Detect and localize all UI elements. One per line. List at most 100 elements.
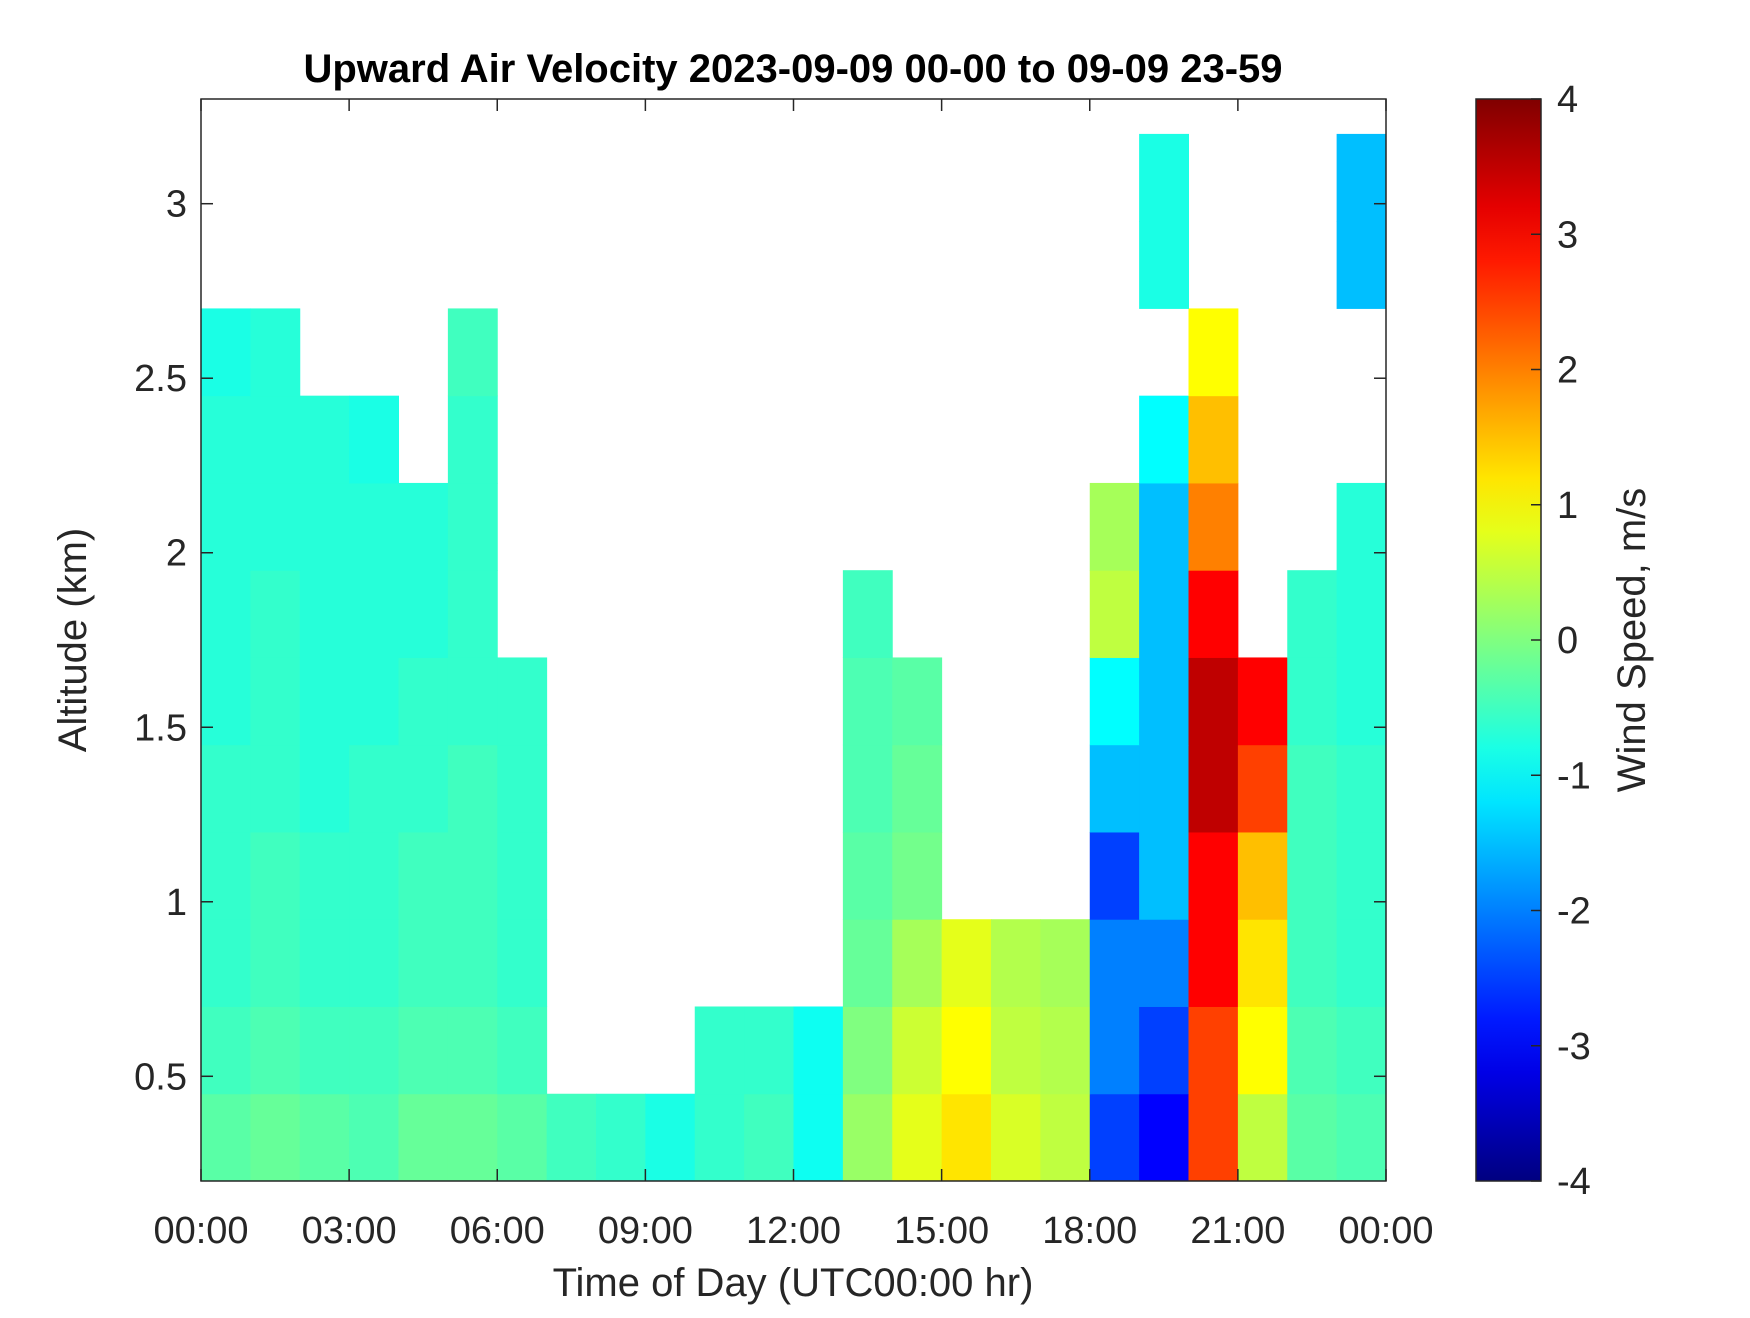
heat-cell xyxy=(1237,744,1288,833)
heat-cell xyxy=(299,744,350,833)
heat-cell xyxy=(744,1093,794,1182)
heat-cell xyxy=(941,1093,992,1182)
heat-cell xyxy=(1237,1093,1288,1182)
heat-cell xyxy=(892,657,943,746)
heat-cell xyxy=(250,482,301,571)
heat-cell xyxy=(250,744,301,833)
heat-cell xyxy=(1139,221,1189,309)
colorbar-tick-label: -1 xyxy=(1557,755,1591,797)
heat-cell xyxy=(1237,1006,1288,1095)
heat-cell xyxy=(447,1093,498,1182)
colorbar-tick-label: 1 xyxy=(1557,485,1578,527)
heat-cell xyxy=(250,831,301,920)
heat-cell xyxy=(1188,919,1239,1007)
heat-cell xyxy=(842,570,893,658)
heat-cell xyxy=(1336,1006,1387,1095)
heat-cell xyxy=(201,744,251,833)
heat-cell xyxy=(398,570,449,658)
heat-cell xyxy=(447,919,498,1007)
heat-cell xyxy=(1139,482,1189,571)
heat-cell xyxy=(201,570,251,658)
x-tick-label: 03:00 xyxy=(302,1210,397,1252)
y-tick-label: 3 xyxy=(166,184,187,226)
y-tick-label: 2.5 xyxy=(134,358,187,400)
heat-cell xyxy=(1089,1093,1140,1182)
heat-cell xyxy=(349,657,399,746)
colorbar-label: Wind Speed, m/s xyxy=(1610,488,1654,793)
heat-cell xyxy=(447,1006,498,1095)
heat-cell xyxy=(1139,133,1189,222)
heat-cell xyxy=(1287,831,1338,920)
heat-cell xyxy=(1287,1093,1338,1182)
heat-cell xyxy=(250,919,301,1007)
heat-cell xyxy=(1336,482,1387,571)
colorbar xyxy=(1475,98,1542,1182)
heat-cell xyxy=(1336,570,1387,658)
heat-cell xyxy=(842,1093,893,1182)
heat-cell xyxy=(349,919,399,1007)
heat-cell xyxy=(1040,919,1091,1007)
heat-cell xyxy=(447,657,498,746)
colorbar-tick-label: -2 xyxy=(1557,891,1591,933)
heat-cell xyxy=(1040,1006,1091,1095)
heat-cell xyxy=(1336,221,1387,309)
heat-cell xyxy=(793,1006,844,1095)
heat-cell xyxy=(201,482,251,571)
heat-cell xyxy=(299,482,350,571)
heat-cell xyxy=(1287,570,1338,658)
heat-cell xyxy=(1089,657,1140,746)
heat-cell xyxy=(1139,395,1189,484)
heat-cell xyxy=(201,1093,251,1182)
heat-cell xyxy=(694,1093,745,1182)
heat-cell xyxy=(299,919,350,1007)
x-tick-label: 09:00 xyxy=(598,1210,693,1252)
heat-cell xyxy=(1237,657,1288,746)
colorbar-tick-label: -4 xyxy=(1557,1161,1591,1203)
heat-cell xyxy=(1188,831,1239,920)
axes: 00:00 03:00 06:00 09:00 12:00 15:00 18:00 21:00… xyxy=(134,79,1591,1252)
heat-cell xyxy=(1188,395,1239,484)
heat-cell xyxy=(991,1006,1041,1095)
x-axis-label: Time of Day (UTC00:00 hr) xyxy=(553,1261,1034,1305)
heat-cell xyxy=(1237,831,1288,920)
heat-cell xyxy=(892,1093,943,1182)
heat-cell xyxy=(201,831,251,920)
heat-cell xyxy=(398,482,449,571)
heat-cell xyxy=(398,744,449,833)
y-tick-label: 0.5 xyxy=(134,1056,187,1098)
heat-cell xyxy=(201,657,251,746)
heat-cell xyxy=(299,657,350,746)
heat-cell xyxy=(299,1093,350,1182)
colorbar-tick-label: -3 xyxy=(1557,1026,1591,1068)
heat-cell xyxy=(349,570,399,658)
colorbar-tick-label: 4 xyxy=(1557,79,1578,121)
heat-cell xyxy=(497,1006,548,1095)
heatmap-cells xyxy=(201,133,1387,1182)
heat-cell xyxy=(250,570,301,658)
heat-cell xyxy=(1139,1093,1189,1182)
colorbar-tick-label: 3 xyxy=(1557,214,1578,256)
heat-cell xyxy=(1089,831,1140,920)
y-tick-label: 1 xyxy=(166,882,187,924)
heat-cell xyxy=(201,395,251,484)
heat-cell xyxy=(842,919,893,1007)
heat-cell xyxy=(1287,1006,1338,1095)
heat-cell xyxy=(645,1093,696,1182)
heat-cell xyxy=(1139,831,1189,920)
heat-cell xyxy=(349,744,399,833)
heat-cell xyxy=(1336,744,1387,833)
heat-cell xyxy=(1336,919,1387,1007)
heat-cell xyxy=(842,744,893,833)
heat-cell xyxy=(596,1093,646,1182)
heat-cell xyxy=(1089,744,1140,833)
heat-cell xyxy=(1139,744,1189,833)
heat-cell xyxy=(1336,133,1387,222)
heat-cell xyxy=(497,1093,548,1182)
heat-cell xyxy=(1188,1093,1239,1182)
heat-cell xyxy=(447,395,498,484)
heat-cell xyxy=(892,831,943,920)
heat-cell xyxy=(793,1093,844,1182)
heat-cell xyxy=(349,1093,399,1182)
heat-cell xyxy=(349,482,399,571)
